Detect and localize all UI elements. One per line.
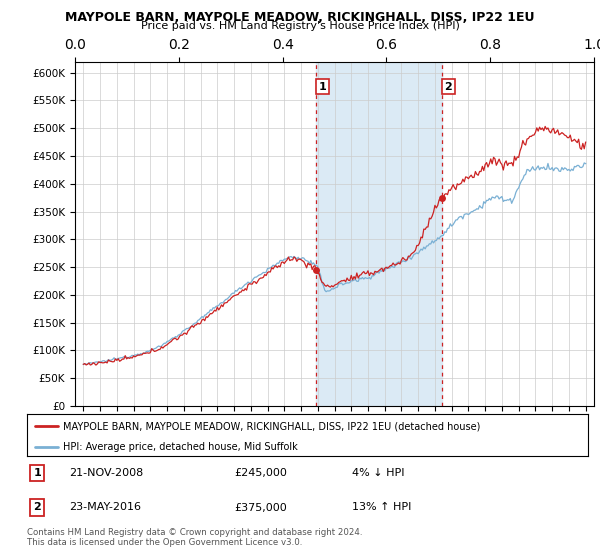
- Text: MAYPOLE BARN, MAYPOLE MEADOW, RICKINGHALL, DISS, IP22 1EU (detached house): MAYPOLE BARN, MAYPOLE MEADOW, RICKINGHAL…: [64, 421, 481, 431]
- Text: MAYPOLE BARN, MAYPOLE MEADOW, RICKINGHALL, DISS, IP22 1EU: MAYPOLE BARN, MAYPOLE MEADOW, RICKINGHAL…: [65, 11, 535, 24]
- Text: £375,000: £375,000: [235, 502, 287, 512]
- Text: 1: 1: [319, 82, 326, 92]
- Text: £245,000: £245,000: [235, 468, 287, 478]
- Text: 13% ↑ HPI: 13% ↑ HPI: [352, 502, 412, 512]
- Text: 21-NOV-2008: 21-NOV-2008: [69, 468, 143, 478]
- Text: 2: 2: [445, 82, 452, 92]
- Text: Contains HM Land Registry data © Crown copyright and database right 2024.
This d: Contains HM Land Registry data © Crown c…: [27, 528, 362, 547]
- Text: Price paid vs. HM Land Registry's House Price Index (HPI): Price paid vs. HM Land Registry's House …: [140, 21, 460, 31]
- Text: 4% ↓ HPI: 4% ↓ HPI: [352, 468, 405, 478]
- Text: 23-MAY-2016: 23-MAY-2016: [69, 502, 141, 512]
- Text: 1: 1: [33, 468, 41, 478]
- Text: 2: 2: [33, 502, 41, 512]
- Text: HPI: Average price, detached house, Mid Suffolk: HPI: Average price, detached house, Mid …: [64, 442, 298, 452]
- Bar: [316, 62, 442, 406]
